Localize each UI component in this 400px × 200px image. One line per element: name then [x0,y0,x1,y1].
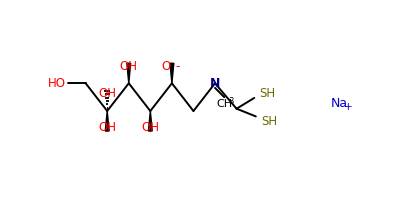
Text: CH: CH [216,99,232,109]
Text: N: N [210,77,220,90]
Text: -: - [176,60,180,73]
Polygon shape [105,111,109,131]
Text: 3: 3 [228,97,234,106]
Text: OH: OH [98,121,116,134]
Text: Na: Na [330,97,348,110]
Text: OH: OH [120,60,138,73]
Text: SH: SH [260,87,276,100]
Text: OH: OH [98,87,116,100]
Text: +: + [344,102,353,112]
Polygon shape [148,111,152,131]
Polygon shape [170,63,174,83]
Polygon shape [127,63,131,83]
Text: O: O [162,60,171,73]
Text: SH: SH [261,115,277,128]
Text: HO: HO [48,77,66,90]
Text: OH: OH [141,121,159,134]
